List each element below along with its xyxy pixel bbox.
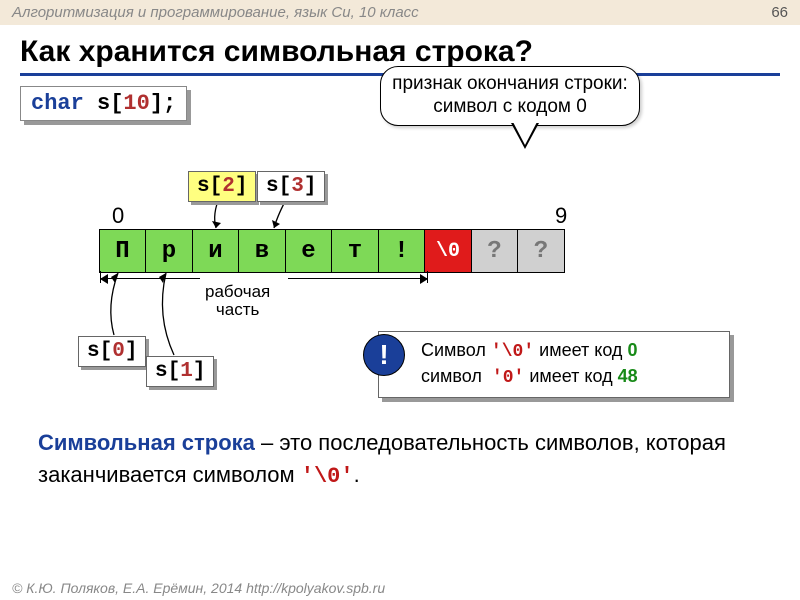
array-cell: т: [331, 229, 379, 273]
tag-s3: s[3]: [257, 171, 325, 202]
definition: Символьная строка – это последовательнос…: [38, 427, 760, 493]
array-cell: !: [378, 229, 426, 273]
array-cells: Привет!\0??: [100, 229, 565, 273]
array-cell: П: [99, 229, 147, 273]
array-cell: \0: [424, 229, 472, 273]
index-0: 0: [112, 203, 124, 229]
array-diagram: признак окончания строки: символ с кодом…: [20, 121, 780, 411]
index-9: 9: [555, 203, 567, 229]
tag-s0: s[0]: [78, 336, 146, 367]
tag-s1: s[1]: [146, 356, 214, 387]
page-number: 66: [771, 4, 788, 21]
tag-s2: s[2]: [188, 171, 256, 202]
array-cell: р: [145, 229, 193, 273]
footer: © К.Ю. Поляков, Е.А. Ерёмин, 2014 http:/…: [12, 580, 385, 596]
header-bar: Алгоритмизация и программирование, язык …: [0, 0, 800, 25]
note-box: ! Символ '\0' имеет код 0 символ '0' име…: [378, 331, 730, 398]
array-cell: ?: [517, 229, 565, 273]
code-declaration: char s[10];: [20, 86, 187, 121]
array-cell: ?: [471, 229, 519, 273]
exclaim-icon: !: [363, 334, 405, 376]
subject: Алгоритмизация и программирование, язык …: [12, 4, 419, 21]
terminator-callout: признак окончания строки: символ с кодом…: [380, 66, 640, 126]
page-title: Как хранится символьная строка?: [20, 35, 780, 69]
